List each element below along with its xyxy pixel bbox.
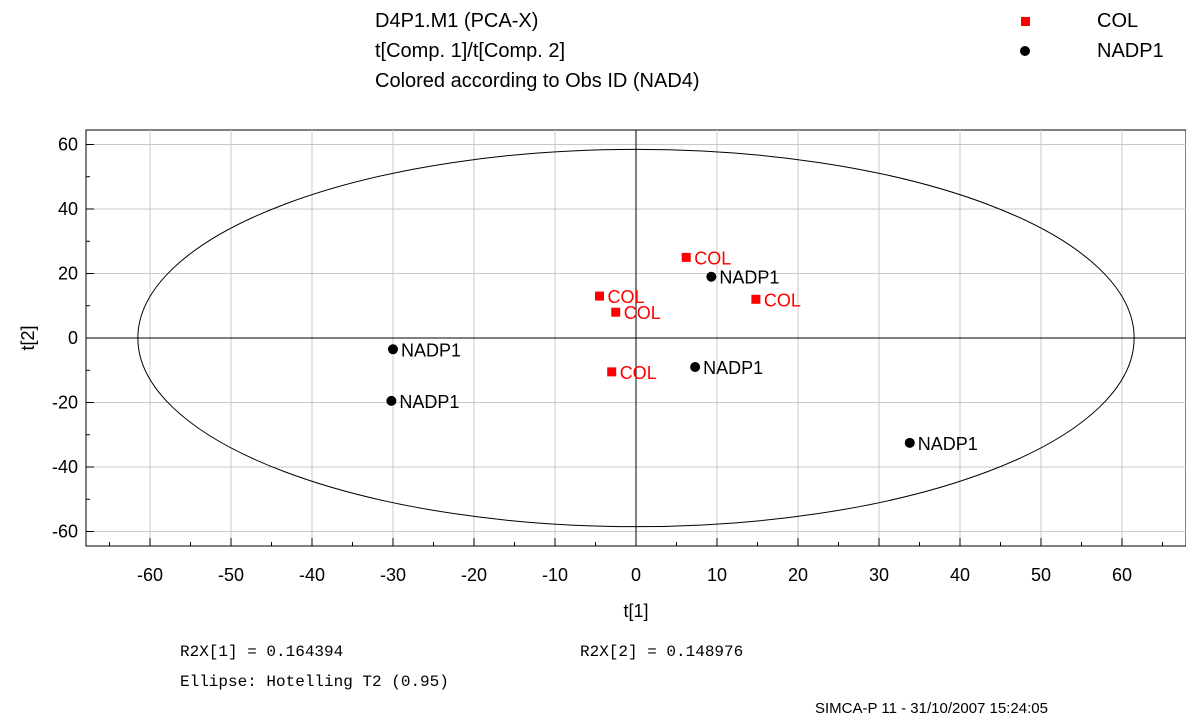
y-axis-label: t[2] (18, 325, 38, 350)
ellipse-layer (137, 148, 1135, 528)
y-tick-label: 60 (58, 135, 78, 155)
x-tick-label: 20 (788, 565, 808, 585)
point-label-nadp1: NADP1 (399, 392, 459, 412)
chart-title: D4P1.M1 (PCA-X) t[Comp. 1]/t[Comp. 2] Co… (375, 6, 700, 96)
point-nadp1 (904, 437, 915, 448)
x-tick-label: 40 (950, 565, 970, 585)
x-tick-label: 50 (1031, 565, 1051, 585)
x-tick-label: 60 (1112, 565, 1132, 585)
point-nadp1 (388, 344, 398, 355)
axis-layer: -60 -50 -40 -30 -20 -10 0 10 20 30 40 50 60 60 40 20 0 -2… (52, 130, 1186, 585)
point-label-nadp1: NADP1 (719, 268, 779, 288)
point-col (751, 294, 761, 304)
legend-item-nadp1: NADP1 (1005, 36, 1164, 66)
legend-square-marker (1020, 16, 1030, 26)
r2x1-stat: R2X[1] = 0.164394 (180, 643, 344, 661)
point-col (611, 307, 621, 317)
point-label-col: COL (608, 287, 645, 307)
ellipse-note: Ellipse: Hotelling T2 (0.95) (180, 673, 449, 691)
y-tick-label: -20 (52, 393, 78, 413)
x-tick-label: -40 (299, 565, 325, 585)
point-label-nadp1: NADP1 (918, 434, 978, 454)
y-tick-label: -60 (52, 522, 78, 542)
y-tick-label: 0 (68, 328, 78, 348)
y-tick-label: 40 (58, 199, 78, 219)
r2x2-stat: R2X[2] = 0.148976 (580, 643, 744, 661)
title-line-1: D4P1.M1 (PCA-X) (375, 10, 539, 32)
point-col (681, 252, 691, 262)
point-label-col: COL (620, 363, 657, 383)
legend-item-col: COL (1005, 6, 1164, 36)
point-label-col: COL (764, 290, 801, 310)
legend-label-col: COL (1097, 10, 1139, 32)
x-tick-label: 30 (869, 565, 889, 585)
x-tick-label: -10 (542, 565, 568, 585)
title-line-3: Colored according to Obs ID (NAD4) (375, 70, 700, 92)
point-label-nadp1: NADP1 (703, 358, 763, 378)
hotelling-ellipse (137, 148, 1135, 528)
x-tick-label: -50 (218, 565, 244, 585)
point-label-nadp1: NADP1 (401, 340, 461, 360)
legend: COL NADP1 (1005, 6, 1164, 66)
software-credit: SIMCA-P 11 - 31/10/2007 15:24:05 (815, 700, 1048, 717)
x-tick-label: 0 (631, 565, 641, 585)
legend-circle-marker (1020, 46, 1030, 56)
y-tick-label: 20 (58, 264, 78, 284)
x-tick-label: -60 (137, 565, 163, 585)
x-tick-label: -20 (461, 565, 487, 585)
point-label-col: COL (624, 303, 661, 323)
legend-label-nadp1: NADP1 (1097, 40, 1164, 62)
point-nadp1 (706, 271, 717, 282)
x-tick-label: -30 (380, 565, 406, 585)
point-col (607, 367, 617, 377)
x-axis-label: t[1] (623, 601, 648, 621)
x-tick-label: 10 (707, 565, 727, 585)
point-nadp1 (386, 395, 397, 406)
y-tick-label: -40 (52, 457, 78, 477)
point-nadp1 (690, 362, 701, 373)
title-line-2: t[Comp. 1]/t[Comp. 2] (375, 40, 566, 62)
point-col (595, 291, 605, 301)
point-label-col: COL (694, 248, 731, 268)
